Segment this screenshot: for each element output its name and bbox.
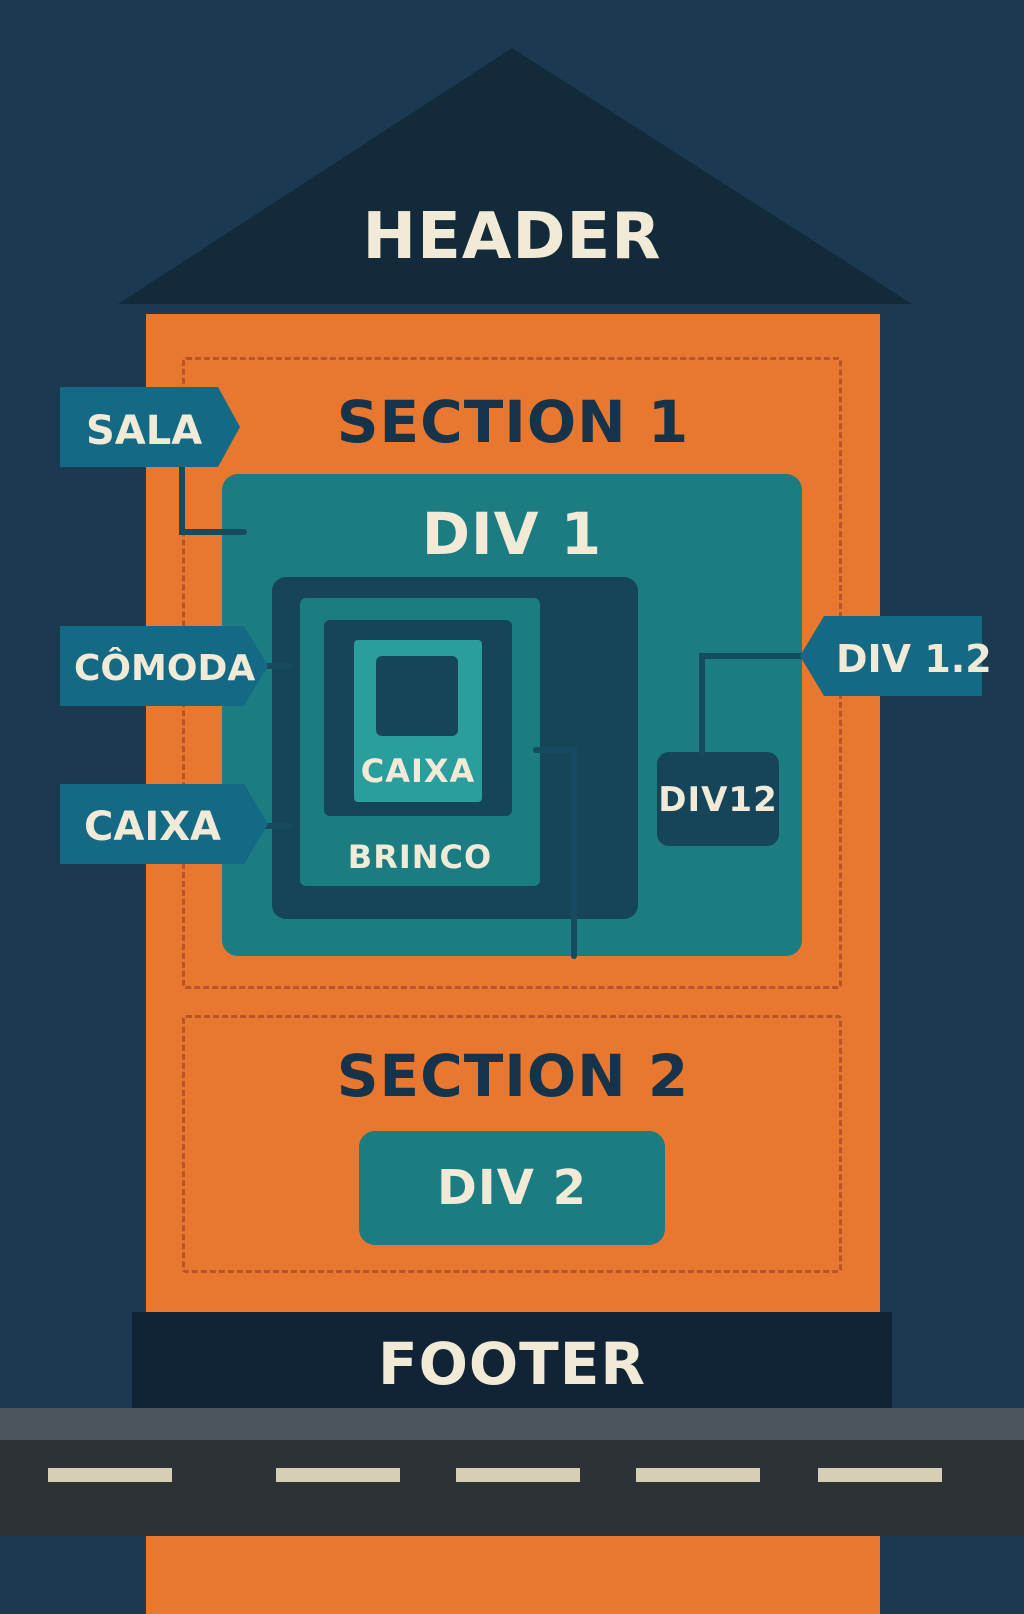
section-2-title: SECTION 2	[336, 1042, 690, 1110]
road-curb	[0, 1408, 1024, 1440]
footer-bar	[132, 1312, 892, 1408]
innermost-box	[376, 656, 458, 736]
brinco-label: BRINCO	[347, 838, 493, 876]
road-dash	[818, 1468, 942, 1482]
div12-label: DIV12	[658, 780, 778, 820]
section-1-title: SECTION 1	[336, 388, 690, 456]
div12-box	[657, 752, 779, 846]
roof-triangle	[118, 48, 912, 304]
div-2-box	[359, 1131, 665, 1245]
footer-label: FOOTER	[377, 1330, 647, 1398]
road-dash	[636, 1468, 760, 1482]
div-1-title: DIV 1	[421, 500, 603, 568]
road-dash	[456, 1468, 580, 1482]
roof-shape	[118, 48, 912, 304]
caixa-inner-label: CAIXA	[360, 752, 476, 790]
section-2-frame	[182, 1015, 842, 1273]
road-dash	[48, 1468, 172, 1482]
header-label: HEADER	[362, 200, 662, 274]
div-2-label: DIV 2	[437, 1160, 587, 1216]
road	[0, 1440, 1024, 1536]
road-dash	[276, 1468, 400, 1482]
